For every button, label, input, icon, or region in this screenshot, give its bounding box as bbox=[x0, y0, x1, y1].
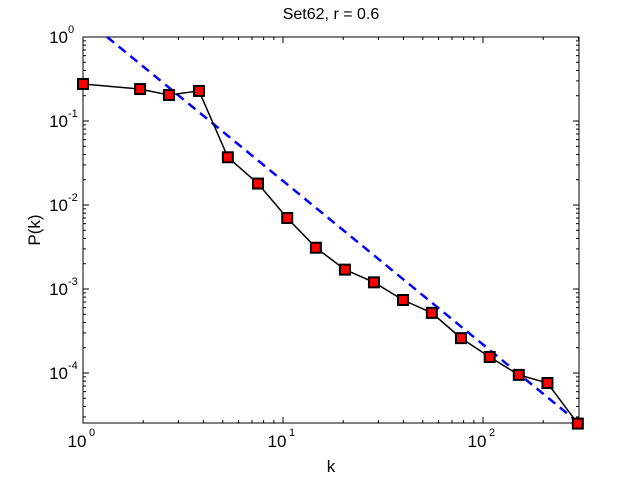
data-point-marker bbox=[367, 276, 380, 289]
svg-text:10: 10 bbox=[268, 432, 287, 451]
y-tick-label: 10 -4 bbox=[49, 360, 78, 383]
data-point-marker bbox=[192, 84, 205, 97]
svg-text:10: 10 bbox=[49, 280, 68, 299]
svg-text:10: 10 bbox=[468, 432, 487, 451]
plot-area bbox=[82, 36, 580, 424]
x-tick-label: 10 1 bbox=[268, 427, 296, 451]
data-point-marker bbox=[396, 293, 409, 306]
svg-text:0: 0 bbox=[68, 24, 74, 36]
y-axis-label: P(k) bbox=[25, 214, 44, 245]
chart-title: Set62, r = 0.6 bbox=[283, 6, 380, 23]
y-tick-label: 10 -1 bbox=[49, 108, 78, 131]
data-point-marker bbox=[309, 241, 322, 254]
data-point-marker bbox=[541, 377, 554, 390]
svg-text:1: 1 bbox=[289, 427, 295, 439]
data-point-marker bbox=[571, 417, 584, 430]
data-point-marker bbox=[77, 77, 89, 90]
data-point-marker bbox=[425, 306, 438, 319]
svg-text:10: 10 bbox=[49, 112, 68, 131]
svg-text:0: 0 bbox=[89, 427, 95, 439]
data-point-marker bbox=[221, 151, 234, 164]
y-tick-label: 10 0 bbox=[49, 24, 74, 47]
axis-ticks bbox=[82, 36, 579, 423]
data-point-marker bbox=[252, 177, 265, 190]
svg-text:-2: -2 bbox=[68, 192, 78, 204]
data-point-marker bbox=[512, 368, 525, 381]
x-axis-label: k bbox=[327, 457, 336, 476]
data-point-marker bbox=[134, 83, 147, 96]
data-point-marker bbox=[454, 332, 467, 345]
svg-text:10: 10 bbox=[49, 364, 68, 383]
svg-text:10: 10 bbox=[68, 432, 87, 451]
svg-text:2: 2 bbox=[489, 427, 495, 439]
x-tick-label: 10 0 bbox=[68, 427, 96, 451]
svg-text:-3: -3 bbox=[68, 276, 78, 288]
data-point-marker bbox=[338, 263, 351, 276]
svg-text:-1: -1 bbox=[68, 108, 78, 120]
svg-text:-4: -4 bbox=[68, 360, 78, 372]
data-series bbox=[77, 77, 584, 430]
y-tick-label: 10 -3 bbox=[49, 276, 78, 299]
x-tick-label: 10 2 bbox=[468, 427, 496, 451]
svg-text:10: 10 bbox=[49, 28, 68, 47]
data-point-marker bbox=[162, 88, 175, 101]
data-point-marker bbox=[281, 212, 294, 225]
fit-line bbox=[106, 36, 579, 424]
data-point-marker bbox=[483, 351, 496, 364]
x-tick-labels: 10 0 10 1 10 2 bbox=[68, 427, 496, 451]
svg-text:10: 10 bbox=[49, 196, 68, 215]
y-tick-label: 10 -2 bbox=[49, 192, 78, 215]
